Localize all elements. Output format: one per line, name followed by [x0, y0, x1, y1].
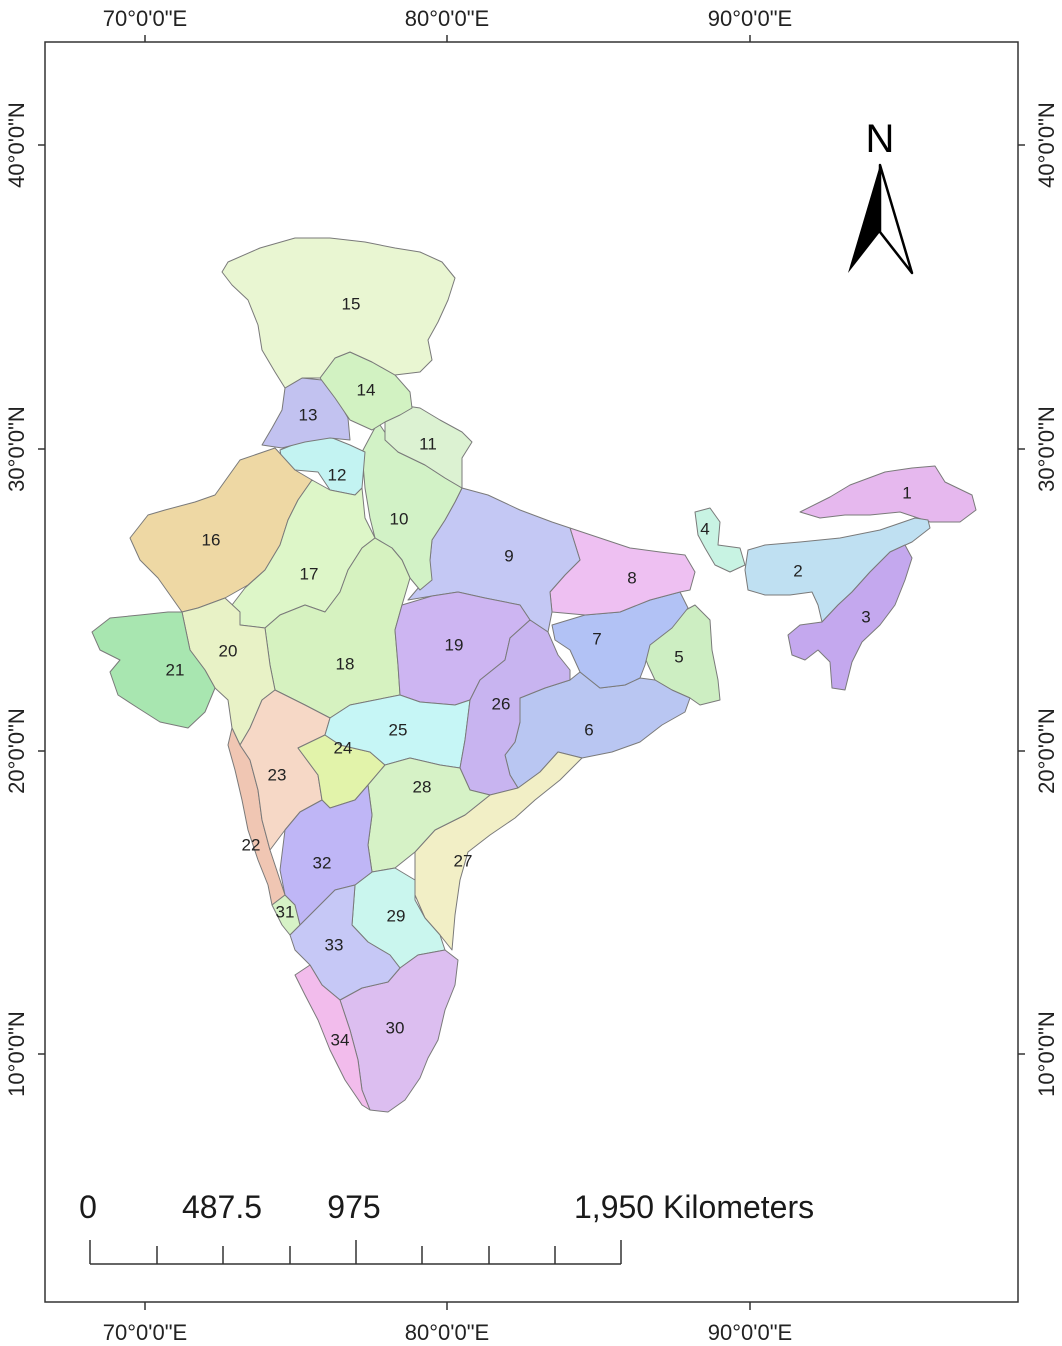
region-label: 29 — [387, 906, 406, 925]
region-label: 13 — [299, 405, 318, 424]
scale-label-975: 975 — [327, 1189, 380, 1225]
region-1[interactable] — [800, 466, 976, 522]
lon-label-top-70: 70°0'0"E — [103, 6, 187, 31]
region-label: 16 — [202, 530, 221, 549]
lon-label-top-80: 80°0'0"E — [405, 6, 489, 31]
region-label: 5 — [674, 647, 683, 666]
region-label: 10 — [390, 509, 409, 528]
lat-label-right-40: 40°0'0"N — [1034, 102, 1059, 188]
region-label: 3 — [861, 607, 870, 626]
region-label: 7 — [592, 629, 601, 648]
region-label: 1 — [902, 483, 911, 502]
region-label: 2 — [793, 561, 802, 580]
scale-label-1950: 1,950 Kilometers — [574, 1189, 814, 1225]
region-label: 18 — [336, 654, 355, 673]
region-label: 4 — [700, 519, 709, 538]
region-4[interactable] — [695, 508, 745, 572]
region-label: 34 — [331, 1030, 350, 1049]
region-label: 33 — [325, 935, 344, 954]
north-label: N — [866, 117, 895, 161]
region-label: 19 — [445, 635, 464, 654]
lon-label-bottom-80: 80°0'0"E — [405, 1320, 489, 1345]
region-label: 23 — [268, 765, 287, 784]
lat-label-right-30: 30°0'0"N — [1034, 406, 1059, 492]
scale-label-487: 487.5 — [182, 1189, 262, 1225]
region-label: 32 — [313, 853, 332, 872]
scale-label-0: 0 — [79, 1189, 97, 1225]
region-label: 6 — [584, 720, 593, 739]
region-label: 8 — [627, 568, 636, 587]
region-label: 15 — [342, 294, 361, 313]
lat-label-right-20: 20°0'0"N — [1034, 708, 1059, 794]
region-label: 17 — [300, 564, 319, 583]
north-arrow: N — [848, 117, 912, 273]
region-label: 21 — [166, 660, 185, 679]
lat-label-right-10: 10°0'0"N — [1034, 1011, 1059, 1097]
region-label: 12 — [328, 465, 347, 484]
region-label: 30 — [386, 1018, 405, 1037]
region-label: 14 — [357, 380, 376, 399]
lat-label-left-30: 30°0'0"N — [4, 406, 29, 492]
lat-label-left-40: 40°0'0"N — [4, 102, 29, 188]
scale-bar: 0 487.5 975 1,950 Kilometers — [79, 1189, 814, 1264]
lat-label-left-20: 20°0'0"N — [4, 708, 29, 794]
region-label: 26 — [492, 694, 511, 713]
region-label: 27 — [454, 851, 473, 870]
north-arrow-icon — [848, 165, 912, 273]
lat-label-left-10: 10°0'0"N — [4, 1011, 29, 1097]
region-label: 25 — [389, 720, 408, 739]
region-label: 22 — [242, 835, 261, 854]
lon-label-bottom-90: 90°0'0"E — [708, 1320, 792, 1345]
lon-label-top-90: 90°0'0"E — [708, 6, 792, 31]
region-label: 31 — [276, 902, 295, 921]
region-label: 20 — [219, 641, 238, 660]
region-label: 9 — [504, 546, 513, 565]
regions-layer — [92, 238, 976, 1112]
scale-bar-line — [90, 1240, 621, 1264]
region-label: 11 — [419, 434, 437, 453]
region-label: 24 — [334, 738, 353, 757]
region-label: 28 — [413, 777, 432, 796]
lon-label-bottom-70: 70°0'0"E — [103, 1320, 187, 1345]
